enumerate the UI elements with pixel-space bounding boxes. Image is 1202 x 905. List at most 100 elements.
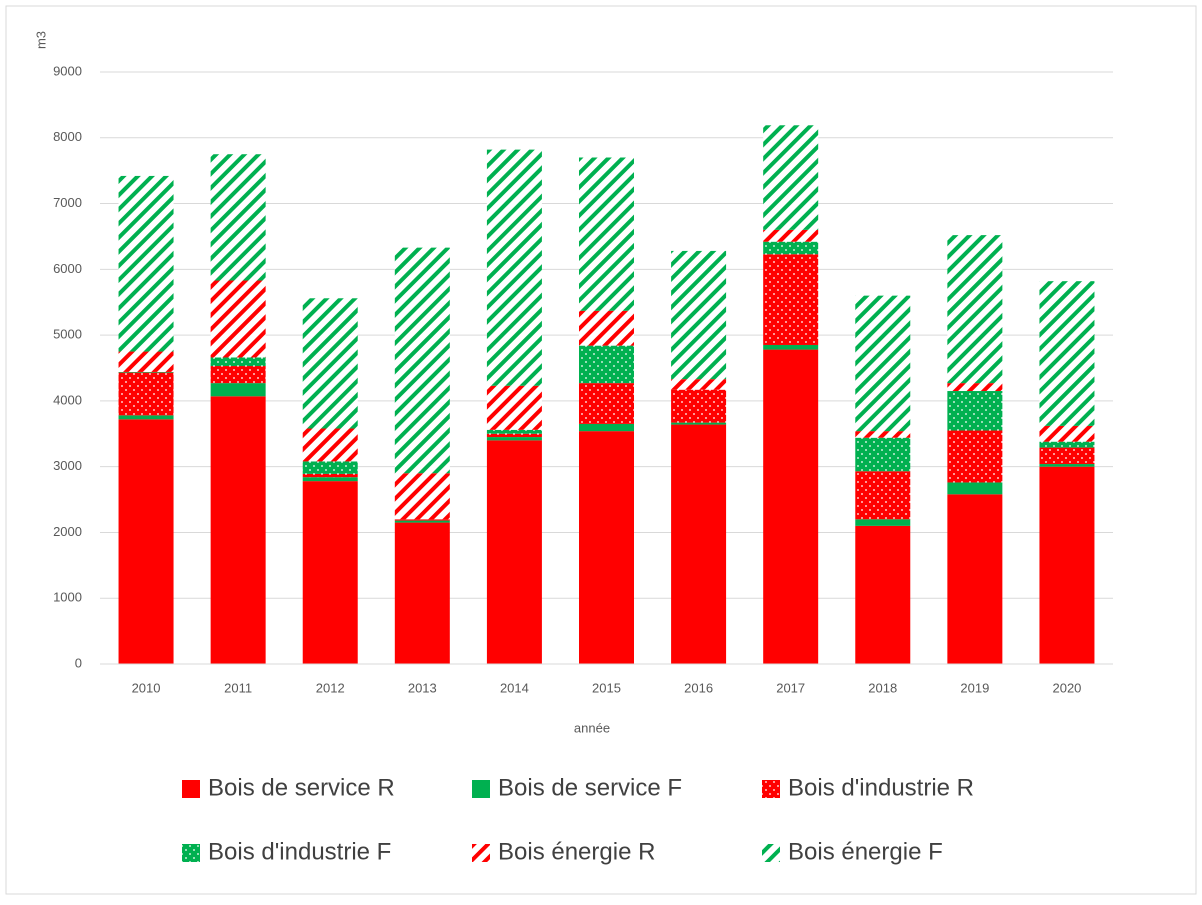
bar-segment [394, 519, 450, 521]
bar-segment [947, 494, 1003, 664]
bar-segment [486, 440, 542, 664]
bar-segment [947, 430, 1003, 483]
x-tick-label: 2017 [776, 680, 805, 695]
bar-segment [855, 525, 911, 664]
bar-segment [947, 391, 1003, 431]
bar-segment [855, 437, 911, 472]
bar-segment [210, 383, 266, 397]
x-tick-label: 2018 [868, 680, 897, 695]
bar-segment [763, 229, 819, 242]
x-tick-label: 2014 [500, 680, 529, 695]
bar-segment [302, 477, 358, 482]
y-tick-label: 5000 [53, 327, 82, 342]
bar-segment [579, 157, 634, 311]
bar-segment [1039, 425, 1095, 442]
bar-segment [1039, 466, 1095, 664]
bar-segment [394, 522, 450, 664]
bar-segment [118, 351, 174, 372]
bar-segment [486, 437, 542, 441]
bar-segment [947, 383, 1003, 392]
bar-segment [947, 482, 1003, 495]
bar-segment [210, 280, 266, 358]
y-tick-label: 7000 [53, 195, 82, 210]
bar-segment [486, 149, 542, 386]
x-axis-label: année [574, 720, 610, 735]
legend-swatch [472, 844, 490, 862]
bar-segment [302, 481, 358, 664]
y-tick-label: 4000 [53, 392, 82, 407]
legend-swatch [182, 844, 200, 862]
bar-segment [210, 366, 266, 384]
bar-segment [671, 250, 727, 380]
bar-segment [763, 344, 819, 350]
bar-segment [671, 424, 727, 664]
bar-segment [579, 345, 634, 384]
y-tick-label: 2000 [53, 524, 82, 539]
legend-swatch [762, 780, 780, 798]
bar-segment [210, 357, 266, 367]
y-tick-label: 6000 [53, 261, 82, 276]
y-axis-label: m3 [33, 31, 48, 49]
bar-segment [579, 310, 634, 346]
bar-segment [394, 520, 450, 523]
bar-segment [855, 471, 911, 520]
bar-segment [118, 419, 174, 664]
x-tick-label: 2015 [592, 680, 621, 695]
bar-segment [671, 379, 727, 390]
legend-swatch [762, 844, 780, 862]
bar-segment [210, 396, 266, 664]
x-tick-label: 2010 [132, 680, 161, 695]
bar-segment [118, 415, 174, 420]
x-tick-label: 2020 [1052, 680, 1081, 695]
bar-segment [302, 298, 358, 429]
y-tick-label: 9000 [53, 63, 82, 78]
legend-label: Bois de service R [208, 774, 395, 801]
y-tick-label: 3000 [53, 458, 82, 473]
x-tick-label: 2016 [684, 680, 713, 695]
bar-segment [763, 349, 819, 664]
bar-segment [118, 371, 174, 373]
x-tick-label: 2011 [224, 680, 252, 695]
x-tick-label: 2019 [960, 680, 989, 695]
bar-segment [1039, 464, 1095, 467]
legend-label: Bois énergie F [788, 838, 943, 865]
legend-swatch [182, 780, 200, 798]
bar-segment [855, 431, 911, 438]
x-tick-label: 2012 [316, 680, 345, 695]
y-tick-label: 0 [75, 655, 82, 670]
bar-segment [671, 389, 727, 423]
bar-segment [302, 461, 358, 474]
bar-segment [486, 385, 542, 430]
bar-segment [579, 423, 634, 432]
bar-segment [1039, 281, 1095, 426]
bar-segment [763, 241, 819, 255]
y-tick-label: 8000 [53, 129, 82, 144]
bar-segment [855, 295, 911, 432]
legend-label: Bois d'industrie F [208, 838, 391, 865]
legend-label: Bois d'industrie R [788, 774, 974, 801]
bar-segment [763, 125, 819, 230]
x-tick-label: 2013 [408, 680, 437, 695]
bar-segment [855, 519, 911, 526]
bar-segment [394, 473, 450, 520]
bar-segment [947, 235, 1003, 384]
bar-segment [486, 433, 542, 438]
bar-segment [394, 247, 450, 474]
bar-segment [118, 372, 174, 416]
legend-label: Bois énergie R [498, 838, 655, 865]
bar-segment [763, 254, 819, 345]
legend-swatch [472, 780, 490, 798]
y-tick-label: 1000 [53, 590, 82, 605]
bar-segment [210, 154, 266, 281]
bar-segment [302, 473, 358, 478]
bar-segment [486, 429, 542, 434]
bar-segment [302, 428, 358, 462]
bar-segment [1039, 441, 1095, 448]
legend-label: Bois de service F [498, 774, 682, 801]
bar-segment [579, 383, 634, 424]
bar-segment [579, 431, 634, 664]
bar-segment [671, 422, 727, 425]
bar-segment [1039, 447, 1095, 465]
bar-segment [118, 175, 174, 352]
